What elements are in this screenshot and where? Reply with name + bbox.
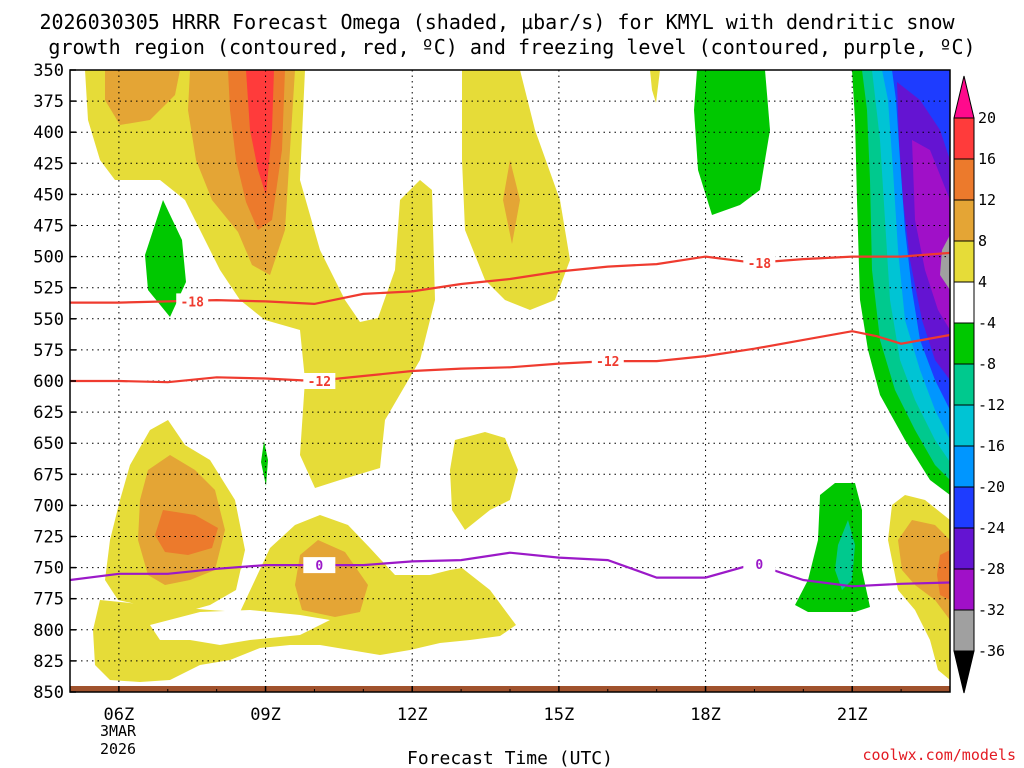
- y-tick-label: 400: [33, 123, 64, 143]
- omega-area-green-sliver: [261, 441, 268, 486]
- colorbar-tick-label: 12: [978, 191, 996, 209]
- y-tick-label: 800: [33, 621, 64, 641]
- colorbar-bottom-triangle: [953, 650, 975, 694]
- y-tick-label: 450: [33, 185, 64, 205]
- y-tick-label: 375: [33, 92, 64, 112]
- x-tick-label: 18Z: [690, 705, 721, 725]
- time-axis: 06Z 09Z 12Z 15Z 18Z 21Z: [69, 686, 951, 725]
- colorbar-tick-label: -24: [978, 519, 1005, 537]
- colorbar-swatch: [953, 363, 975, 406]
- contour-label-background: [303, 373, 336, 389]
- colorbar-swatch: [953, 527, 975, 570]
- y-tick-label: 625: [33, 403, 64, 423]
- y-tick-label: 750: [33, 559, 64, 579]
- contour-label: -18: [748, 257, 772, 272]
- colorbar-tick-label: -4: [978, 314, 996, 332]
- omega-area-darkorange-lower-right: [937, 550, 950, 600]
- y-tick-label: 425: [33, 154, 64, 174]
- colorbar: 20 16 12 8 4 -4 -8 -12 -16 -20 -24 -28 -32 -36: [953, 75, 1005, 694]
- y-tick-label: 550: [33, 310, 64, 330]
- omega-area-yellow-upper-left: [85, 70, 435, 488]
- x-axis-label: Forecast Time (UTC): [407, 748, 613, 768]
- y-tick-label: 850: [33, 683, 64, 703]
- colorbar-swatch: [953, 240, 975, 283]
- omega-area-gray-right-edge: [940, 235, 950, 290]
- y-tick-label: 725: [33, 528, 64, 548]
- omega-area-white-hole-lower: [150, 610, 330, 645]
- colorbar-swatch: [953, 117, 975, 160]
- colorbar-swatch: [953, 568, 975, 611]
- omega-area-orange-upper-middle: [503, 160, 520, 244]
- colorbar-swatch: [953, 281, 975, 324]
- colorbar-tick-label: 4: [978, 273, 987, 291]
- contour-label: -18: [180, 295, 204, 310]
- colorbar-tick-label: -16: [978, 437, 1005, 455]
- contour-label-background: [176, 293, 209, 310]
- omega-area-teal-lower-right: [835, 520, 855, 590]
- y-tick-label: 775: [33, 590, 64, 610]
- contour-label: -12: [596, 355, 619, 370]
- grid-lines: [70, 70, 950, 692]
- chart-title-line-2: growth region (contoured, red, ºC) and f…: [48, 35, 975, 59]
- contour-label: 0: [315, 559, 323, 574]
- date-label-year: 2026: [100, 740, 136, 758]
- colorbar-top-triangle: [953, 75, 975, 119]
- colorbar-tick-label: -32: [978, 601, 1005, 619]
- omega-area-red-upper-center: [246, 70, 274, 195]
- contour-line-0: [70, 551, 950, 588]
- omega-area-darkorange-lower-left: [155, 510, 218, 555]
- colorbar-swatch: [953, 404, 975, 447]
- contour-label: 0: [755, 558, 763, 573]
- colorbar-tick-label: 16: [978, 150, 996, 168]
- colorbar-tick-label: -12: [978, 396, 1005, 414]
- colorbar-tick-label: 8: [978, 232, 987, 250]
- colorbar-swatch: [953, 445, 975, 488]
- temperature-contours: -18 -18 -12 -12 0 0: [70, 251, 950, 588]
- y-tick-label: 525: [33, 279, 64, 299]
- y-tick-label: 700: [33, 496, 64, 516]
- contour-label-background: [303, 557, 336, 574]
- y-tick-label: 600: [33, 372, 64, 392]
- omega-area-upper-orange-spike: [117, 70, 135, 85]
- colorbar-swatch: [953, 322, 975, 365]
- x-tick-label: 21Z: [837, 705, 868, 725]
- credit-text: coolwx.com/models: [862, 746, 1016, 764]
- contour-label: -12: [308, 375, 331, 390]
- y-tick-label: 500: [33, 248, 64, 268]
- omega-area-orange-lower-right: [898, 520, 950, 620]
- y-tick-label: 475: [33, 217, 64, 237]
- y-tick-label: 675: [33, 465, 64, 485]
- y-tick-label: 650: [33, 434, 64, 454]
- pressure-axis: 350 375 400 425 450 475 500 525 550 575 600 625 650 6…: [33, 61, 76, 703]
- x-tick-label: 06Z: [104, 705, 135, 725]
- omega-area-purple-right-edge: [912, 140, 950, 330]
- date-label-day: 3MAR: [100, 722, 137, 740]
- y-tick-label: 575: [33, 341, 64, 361]
- colorbar-swatch: [953, 199, 975, 242]
- contour-line--12: [70, 330, 950, 384]
- y-tick-label: 825: [33, 652, 64, 672]
- contour-label-background: [743, 555, 776, 572]
- chart-title-line-1: 2026030305 HRRR Forecast Omega (shaded, …: [39, 10, 955, 34]
- x-tick-label: 09Z: [250, 705, 281, 725]
- x-tick-label: 12Z: [397, 705, 428, 725]
- contour-label-background: [743, 254, 776, 271]
- colorbar-tick-label: -8: [978, 355, 996, 373]
- colorbar-swatch: [953, 609, 975, 652]
- colorbar-tick-label: -28: [978, 560, 1005, 578]
- omega-area-green-upper-right: [694, 70, 770, 215]
- x-tick-label: 15Z: [544, 705, 575, 725]
- colorbar-tick-label: -36: [978, 642, 1005, 660]
- colorbar-tick-label: 20: [978, 109, 996, 127]
- colorbar-swatch: [953, 486, 975, 529]
- contour-line--18: [70, 251, 950, 306]
- colorbar-swatch: [953, 158, 975, 201]
- colorbar-tick-label: -20: [978, 478, 1005, 496]
- y-tick-label: 350: [33, 61, 64, 81]
- contour-label-background: [591, 353, 624, 370]
- omega-area-yellow-small-top: [650, 70, 660, 103]
- omega-area-orange-upper-left: [105, 70, 180, 125]
